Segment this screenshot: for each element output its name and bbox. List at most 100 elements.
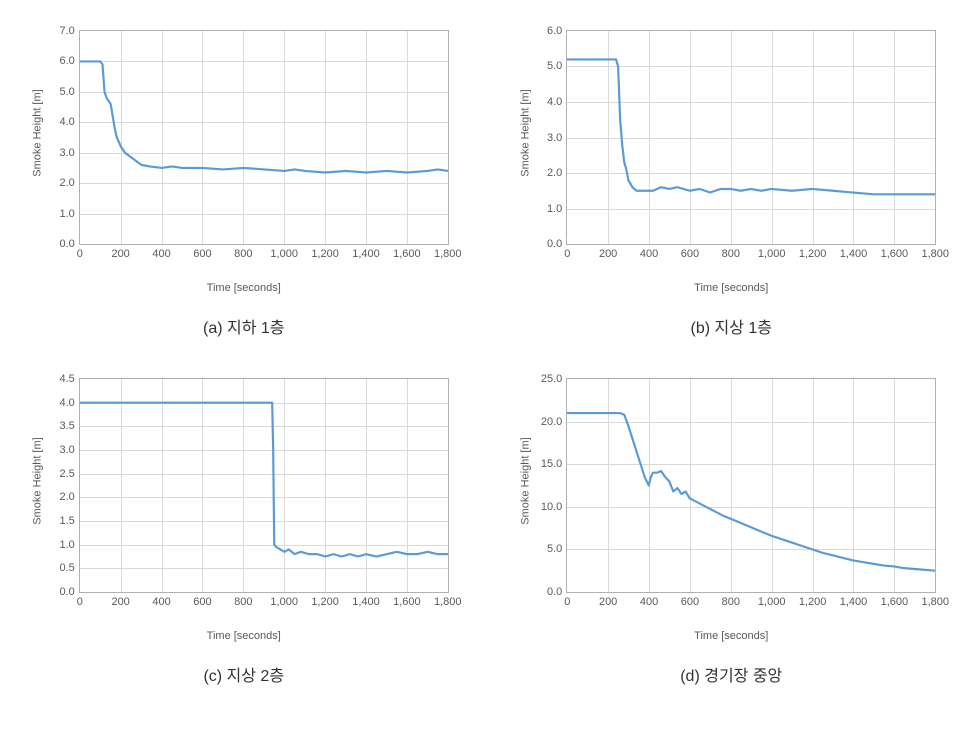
x-tick-label: 800 (722, 244, 740, 260)
panel-d: Smoke Height [m] 0.05.010.015.020.025.002… (508, 368, 956, 686)
x-tick-label: 600 (193, 244, 211, 260)
x-tick-label: 400 (640, 592, 658, 608)
y-tick-label: 4.5 (59, 373, 79, 385)
x-tick-label: 400 (640, 244, 658, 260)
y-tick-label: 3.0 (59, 444, 79, 456)
panel-caption: (b) 지상 1층 (690, 314, 772, 338)
y-axis-label: Smoke Height [m] (519, 368, 531, 593)
plot-area: 0.00.51.01.52.02.53.03.54.04.50200400600… (79, 378, 449, 593)
y-tick-label: 1.5 (59, 515, 79, 527)
y-axis-label: Smoke Height [m] (519, 20, 531, 245)
x-tick-label: 1,400 (840, 592, 868, 608)
x-tick-label: 200 (111, 244, 129, 260)
x-axis-label: Time [seconds] (24, 282, 464, 294)
x-tick-label: 1,400 (352, 592, 380, 608)
chart-grid: Smoke Height [m] 0.01.02.03.04.05.06.07.0… (20, 20, 955, 686)
y-tick-label: 6.0 (59, 55, 79, 67)
x-tick-label: 200 (599, 592, 617, 608)
y-tick-label: 2.0 (547, 167, 567, 179)
data-line (80, 61, 448, 172)
data-line (567, 413, 935, 571)
x-tick-label: 1,000 (270, 592, 298, 608)
x-tick-label: 1,400 (352, 244, 380, 260)
x-tick-label: 600 (681, 592, 699, 608)
y-tick-label: 1.0 (547, 203, 567, 215)
x-tick-label: 1,200 (311, 244, 339, 260)
x-tick-label: 0 (564, 592, 570, 608)
x-axis-label: Time [seconds] (511, 630, 951, 642)
x-axis-label: Time [seconds] (24, 630, 464, 642)
x-tick-label: 1,000 (758, 244, 786, 260)
panel-b: Smoke Height [m] 0.01.02.03.04.05.06.0020… (508, 20, 956, 338)
x-tick-label: 200 (599, 244, 617, 260)
x-tick-label: 1,600 (393, 244, 421, 260)
x-tick-label: 1,800 (921, 244, 949, 260)
panel-caption: (d) 경기장 중앙 (680, 662, 782, 686)
x-tick-label: 1,200 (799, 244, 827, 260)
plot-area: 0.01.02.03.04.05.06.07.002004006008001,0… (79, 30, 449, 245)
y-tick-label: 5.0 (59, 86, 79, 98)
line-chart-svg (567, 379, 935, 592)
data-line (80, 403, 448, 557)
line-chart-svg (80, 31, 448, 244)
y-tick-label: 4.0 (59, 116, 79, 128)
y-tick-label: 20.0 (541, 416, 567, 428)
x-tick-label: 800 (234, 592, 252, 608)
x-tick-label: 800 (722, 592, 740, 608)
x-tick-label: 600 (193, 592, 211, 608)
x-tick-label: 1,600 (881, 244, 909, 260)
x-tick-label: 1,600 (881, 592, 909, 608)
x-tick-label: 800 (234, 244, 252, 260)
chart-box-c: Smoke Height [m] 0.00.51.01.52.02.53.03.5… (24, 368, 464, 648)
y-tick-label: 15.0 (541, 458, 567, 470)
y-tick-label: 1.0 (59, 539, 79, 551)
x-tick-label: 0 (77, 592, 83, 608)
y-axis-label: Smoke Height [m] (32, 368, 44, 593)
x-tick-label: 200 (111, 592, 129, 608)
line-chart-svg (567, 31, 935, 244)
y-tick-label: 5.0 (547, 60, 567, 72)
x-tick-label: 400 (152, 244, 170, 260)
y-tick-label: 2.0 (59, 177, 79, 189)
chart-box-a: Smoke Height [m] 0.01.02.03.04.05.06.07.0… (24, 20, 464, 300)
x-tick-label: 1,600 (393, 592, 421, 608)
plot-area: 0.05.010.015.020.025.002004006008001,000… (566, 378, 936, 593)
y-tick-label: 2.0 (59, 491, 79, 503)
y-tick-label: 25.0 (541, 373, 567, 385)
y-tick-label: 0.5 (59, 562, 79, 574)
x-tick-label: 1,800 (434, 592, 462, 608)
y-tick-label: 3.0 (59, 147, 79, 159)
x-tick-label: 400 (152, 592, 170, 608)
y-tick-label: 4.0 (59, 397, 79, 409)
y-tick-label: 10.0 (541, 501, 567, 513)
plot-area: 0.01.02.03.04.05.06.002004006008001,0001… (566, 30, 936, 245)
y-tick-label: 4.0 (547, 96, 567, 108)
y-tick-label: 3.5 (59, 420, 79, 432)
y-tick-label: 3.0 (547, 132, 567, 144)
x-tick-label: 1,000 (270, 244, 298, 260)
chart-box-b: Smoke Height [m] 0.01.02.03.04.05.06.0020… (511, 20, 951, 300)
chart-box-d: Smoke Height [m] 0.05.010.015.020.025.002… (511, 368, 951, 648)
x-tick-label: 1,000 (758, 592, 786, 608)
panel-caption: (a) 지하 1층 (203, 314, 285, 338)
panel-caption: (c) 지상 2층 (203, 662, 284, 686)
x-tick-label: 1,400 (840, 244, 868, 260)
data-line (567, 59, 935, 194)
x-tick-label: 0 (564, 244, 570, 260)
x-tick-label: 600 (681, 244, 699, 260)
y-tick-label: 5.0 (547, 543, 567, 555)
x-tick-label: 1,800 (434, 244, 462, 260)
y-tick-label: 1.0 (59, 208, 79, 220)
x-tick-label: 1,200 (799, 592, 827, 608)
y-tick-label: 2.5 (59, 468, 79, 480)
y-tick-label: 6.0 (547, 25, 567, 37)
panel-c: Smoke Height [m] 0.00.51.01.52.02.53.03.5… (20, 368, 468, 686)
y-tick-label: 7.0 (59, 25, 79, 37)
panel-a: Smoke Height [m] 0.01.02.03.04.05.06.07.0… (20, 20, 468, 338)
x-tick-label: 1,800 (921, 592, 949, 608)
x-tick-label: 0 (77, 244, 83, 260)
line-chart-svg (80, 379, 448, 592)
x-axis-label: Time [seconds] (511, 282, 951, 294)
y-axis-label: Smoke Height [m] (32, 20, 44, 245)
x-tick-label: 1,200 (311, 592, 339, 608)
